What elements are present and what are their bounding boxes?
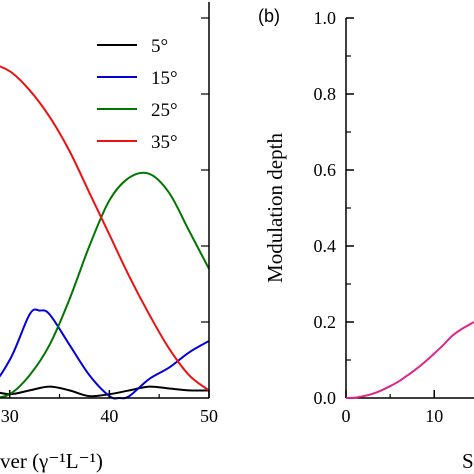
right-series-line-0 bbox=[345, 321, 474, 399]
legend-label-2: 25° bbox=[151, 100, 178, 121]
right-y-axis-label: Modulation depth bbox=[263, 133, 287, 283]
right-y-tick-label-5: 1.0 bbox=[314, 8, 337, 28]
left-x-tick-label-0: 30 bbox=[1, 406, 19, 426]
legend-label-1: 15° bbox=[151, 68, 178, 89]
right-y-tick-label-3: 0.6 bbox=[314, 160, 337, 180]
left-panel: 30 40 50 ver (γ⁻¹L⁻¹) 5° 15° 25° 35° bbox=[0, 2, 218, 473]
left-x-tick-label-2: 50 bbox=[200, 406, 218, 426]
left-y-ticks bbox=[201, 17, 209, 323]
left-x-axis-label: ver (γ⁻¹L⁻¹) bbox=[0, 449, 103, 473]
right-x-tick-label-1: 10 bbox=[425, 406, 443, 426]
right-x-ticks: 0 10 bbox=[342, 390, 443, 426]
left-series-line-1 bbox=[0, 308, 210, 400]
left-x-ticks: 30 40 50 bbox=[1, 390, 218, 426]
left-series-layer bbox=[0, 65, 210, 400]
left-series-line-2 bbox=[0, 171, 210, 399]
legend-label-0: 5° bbox=[151, 36, 168, 57]
right-panel: (b) 0.0 0.2 0.4 0.6 0.8 1.0 0 10 Modulation de… bbox=[258, 6, 474, 473]
panel-label-b: (b) bbox=[258, 6, 280, 26]
right-y-tick-label-0: 0.0 bbox=[314, 388, 337, 408]
right-series-layer bbox=[345, 321, 474, 399]
legend: 5° 15° 25° 35° bbox=[97, 36, 178, 153]
right-y-tick-label-4: 0.8 bbox=[314, 84, 337, 104]
left-series-line-0 bbox=[0, 385, 210, 398]
right-y-tick-label-1: 0.2 bbox=[314, 312, 337, 332]
right-y-ticks: 0.0 0.2 0.4 0.6 0.8 1.0 bbox=[314, 8, 354, 408]
right-y-tick-label-2: 0.4 bbox=[314, 236, 337, 256]
right-x-tick-label-0: 0 bbox=[342, 406, 351, 426]
right-x-axis-label: S bbox=[462, 449, 474, 473]
legend-label-3: 35° bbox=[151, 132, 178, 153]
left-series-line-3 bbox=[0, 65, 210, 392]
left-x-tick-label-1: 40 bbox=[100, 406, 118, 426]
